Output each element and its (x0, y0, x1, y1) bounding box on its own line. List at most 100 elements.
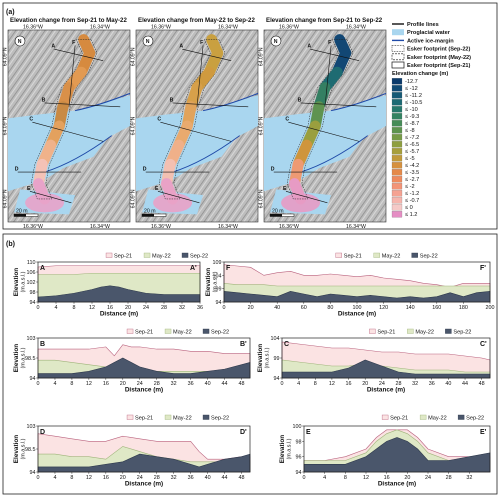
profile-start-label: F (226, 265, 231, 272)
scale-swatch (391, 183, 403, 190)
profile-label-start: B (298, 97, 302, 103)
profile-chart-F: Sep-21 May-22 Sep-22 0 20 40 60 80 100 120 140 160 1… (205, 252, 495, 318)
chart-legend-swatch (143, 252, 151, 258)
y-tick-label: 96 (296, 455, 302, 461)
panel-a: (a) Elevation change from Sep-21 to May-… (3, 2, 498, 230)
x-tick-label: 28 (154, 381, 160, 387)
y-tick-label: 106 (27, 270, 36, 276)
x-tick-label: 60 (301, 305, 307, 311)
y-axis-label: Elevation (13, 268, 20, 297)
x-tick-label: 0 (223, 305, 226, 311)
x-tick-label: 160 (432, 305, 441, 311)
x-tick-label: 36 (188, 475, 194, 481)
x-tick-label: 12 (89, 305, 95, 311)
lon-label-left: 16.36°W (23, 25, 43, 31)
x-tick-label: 20 (404, 475, 410, 481)
y-tick-label: 98 (30, 290, 36, 296)
scale-swatch (391, 176, 403, 183)
lat-label: 64.09°N (131, 47, 137, 66)
chart-legend-swatch (164, 328, 172, 334)
profile-label-start: C (29, 117, 33, 123)
active-ice-margin (74, 92, 131, 112)
north-arrow-icon (270, 35, 282, 47)
x-tick-label: 4 (53, 475, 56, 481)
map-title: Elevation change from Sep-21 to Sep-22 (266, 17, 383, 24)
x-tick-label: 36 (197, 305, 203, 311)
legend-swatch (391, 45, 405, 52)
scale-swatch (391, 134, 403, 141)
scale-label: ≤ -12 (405, 86, 418, 92)
x-tick-label: 140 (406, 305, 415, 311)
y-axis-unit: (m.a.s.l.) (21, 347, 27, 368)
legend-item: Profile lines (392, 22, 439, 28)
x-tick-label: 44 (462, 381, 468, 387)
x-tick-label: 16 (103, 381, 109, 387)
profile-end-label: D' (240, 429, 247, 436)
profile-line (196, 45, 204, 107)
lon-label-bottom-left: 16.36°W (151, 224, 171, 230)
chart-legend-swatch (202, 414, 210, 420)
y-axis-unit: (m.a.s.l.) (287, 438, 293, 459)
profile-end-label: B' (240, 341, 247, 348)
panel-b: (b) Sep-21 May-22 Sep-220 4 8 12 16 20 24 28 32 369… (2, 233, 498, 495)
profile-chart-C: Sep-21 May-22 Sep-220 4 8 12 16 20 24 28 32 36 40 44 4… (257, 328, 491, 394)
scale-label: ≤ -2 (405, 184, 415, 190)
scale-label: ≤ -3.5 (405, 170, 419, 176)
x-axis-label: Distance (m) (100, 311, 138, 318)
lon-label-bottom-right: 16.34°W (218, 224, 238, 230)
y-axis-unit: (m.a.s.l.) (21, 438, 27, 459)
scale-swatch (391, 127, 403, 134)
profile-chart-E: Sep-21 May-22 Sep-22 0 4 8 12 16 20 24 28 32 94 96 98 1… (279, 414, 491, 488)
chart-legend-label: Sep-21 (377, 330, 395, 336)
profile-label-start: A (307, 44, 311, 50)
profile-label-start: C (285, 117, 289, 123)
y-tick-label: 94 (30, 376, 36, 382)
lat-label: 64.09°N (3, 116, 9, 135)
profile-label-start: D (15, 167, 19, 173)
chart-legend-swatch (407, 328, 414, 334)
x-tick-label: 32 (171, 475, 177, 481)
chart-legend-swatch (369, 328, 376, 334)
legend-label: Active ice-margin (407, 38, 454, 44)
profile-end-label: C' (480, 341, 487, 348)
legend-item: Proglacial water (392, 29, 451, 36)
x-tick-label: 0 (281, 381, 284, 387)
y-tick-label: 110 (27, 260, 36, 266)
scale-label: ≤ -5.7 (405, 149, 419, 155)
scale-swatch (391, 85, 403, 92)
profile-line (32, 121, 104, 142)
chart-legend-swatch (419, 414, 427, 420)
scale-label: ≤ -11.2 (405, 93, 422, 99)
lon-label-bottom-left: 16.36°W (279, 224, 299, 230)
lon-label-left: 16.36°W (151, 25, 171, 31)
profile-start-label: D (40, 429, 45, 436)
lon-label-bottom-right: 16.34°W (346, 224, 366, 230)
profile-line (54, 48, 104, 62)
scale-label: ≤ -9.3 (405, 114, 419, 120)
lon-label-bottom-right: 16.34°W (90, 224, 110, 230)
scale-swatch (391, 78, 403, 85)
x-tick-label: 36 (429, 381, 435, 387)
x-tick-label: 40 (205, 381, 211, 387)
esker-footprint (158, 39, 226, 200)
lon-label-right: 16.34°W (346, 25, 366, 31)
maps: Elevation change from Sep-21 to May-2216… (3, 17, 387, 230)
scale-entry: ≤ -6.5 (391, 141, 419, 148)
profile-line (300, 102, 377, 108)
legend-label: Proglacial water (407, 30, 451, 36)
north-label: N (274, 39, 278, 45)
profile-line (182, 48, 232, 62)
chart-legend-swatch (181, 252, 189, 258)
y-tick-label: 103 (27, 424, 36, 430)
y-tick-label: 94 (296, 470, 302, 476)
x-tick-label: 8 (73, 305, 76, 311)
chart-legend-swatch (457, 414, 465, 420)
profile-line (324, 45, 332, 107)
x-tick-label: 4 (55, 305, 58, 311)
north-arrow-icon (142, 35, 154, 47)
legend-item: Esker footprint (Sep-21) (391, 61, 471, 69)
lat-label: 64.09°N (259, 189, 265, 208)
area-sep-22 (223, 291, 491, 303)
x-tick-label: 20 (120, 381, 126, 387)
